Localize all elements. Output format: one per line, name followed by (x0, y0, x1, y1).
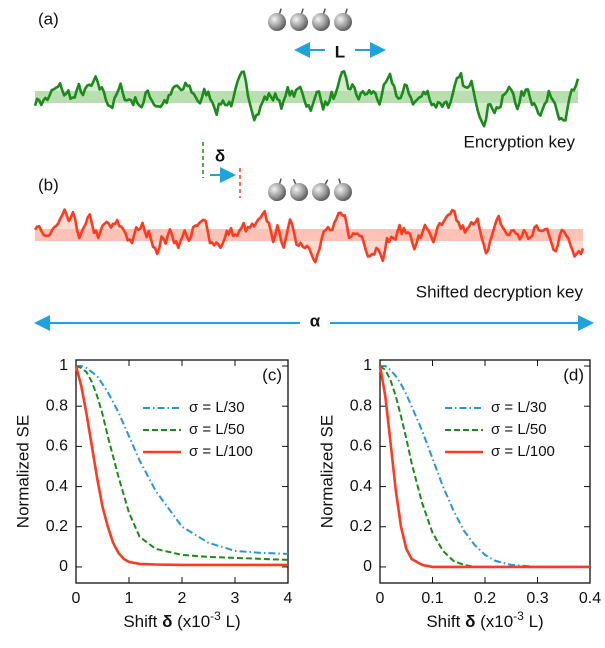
plot-frame (379, 359, 591, 584)
x-tick-label: 0 (72, 590, 81, 607)
legend-label: σ = L/30 (491, 399, 547, 416)
series-line (76, 365, 289, 555)
x-axis-label: Shift δ (x10-3 L) (426, 609, 543, 631)
y-tick-label: 0.6 (46, 438, 68, 455)
series-line (75, 365, 289, 561)
legend-label: σ = L/50 (491, 421, 547, 438)
x-tick-label: 1 (125, 590, 134, 607)
spin (268, 183, 286, 201)
x-axis-label-part: (x10 (475, 612, 513, 631)
y-tick-label: 0.2 (350, 518, 372, 535)
x-axis-label-part: (x10 (172, 612, 210, 631)
x-tick-label: 0 (376, 590, 385, 607)
spin (290, 183, 308, 201)
length-symbol: L (335, 42, 345, 61)
y-tick-label: 0.8 (46, 397, 68, 414)
series-line (378, 365, 590, 569)
x-tick-label: 3 (231, 590, 240, 607)
spin (268, 13, 286, 31)
y-tick-label: 0.8 (350, 397, 372, 414)
x-axis-label-part: -3 (210, 609, 221, 623)
signal-trace (33, 70, 580, 128)
spin (334, 183, 352, 201)
y-tick-label: 0 (59, 558, 68, 575)
series-line (380, 365, 590, 568)
x-tick-label: 0.3 (526, 590, 548, 607)
series-line (379, 365, 590, 568)
y-tick-label: 0.4 (350, 478, 372, 495)
signal-trace (33, 208, 585, 264)
y-axis-label: Normalized SE (13, 415, 32, 528)
x-axis-label-part: Shift (426, 612, 465, 631)
x-axis-label-part: -3 (513, 609, 524, 623)
y-tick-label: 0.4 (46, 478, 68, 495)
spin (312, 183, 330, 201)
x-tick-label: 4 (284, 590, 293, 607)
y-axis-label: Normalized SE (317, 415, 336, 528)
shift-symbol: δ (215, 146, 225, 165)
series-line (74, 365, 288, 567)
panel-label: (c) (262, 365, 282, 384)
x-axis-label-part: L) (221, 612, 241, 631)
x-tick-label: 0.4 (579, 590, 601, 607)
key-label: Shifted decryption key (416, 282, 584, 301)
panel-label: (b) (38, 175, 59, 194)
alpha-symbol: α (310, 311, 321, 330)
y-tick-label: 1 (59, 357, 68, 374)
x-axis-label-part: Shift (123, 612, 162, 631)
y-tick-label: 0 (363, 558, 372, 575)
panel-label: (a) (38, 9, 59, 28)
legend-label: σ = L/100 (491, 443, 555, 460)
legend-label: σ = L/50 (189, 421, 245, 438)
y-tick-label: 1 (363, 357, 372, 374)
panel-label: (d) (563, 365, 584, 384)
x-tick-label: 0.2 (474, 590, 496, 607)
key-label: Encryption key (464, 132, 576, 151)
y-tick-label: 0.2 (46, 518, 68, 535)
spin (334, 13, 352, 31)
x-tick-label: 2 (178, 590, 187, 607)
spin (290, 13, 308, 31)
legend-label: σ = L/30 (189, 399, 245, 416)
x-axis-label-part: δ (162, 612, 172, 631)
x-axis-label-part: L) (524, 612, 544, 631)
signal-fill (35, 209, 583, 263)
x-axis-label-part: δ (465, 612, 475, 631)
illustration (33, 8, 594, 331)
x-tick-label: 0.1 (421, 590, 443, 607)
signal-fill (35, 71, 578, 127)
x-axis-label: Shift δ (x10-3 L) (123, 609, 240, 631)
y-tick-label: 0.6 (350, 438, 372, 455)
legend-label: σ = L/100 (189, 443, 253, 460)
spin (312, 13, 330, 31)
